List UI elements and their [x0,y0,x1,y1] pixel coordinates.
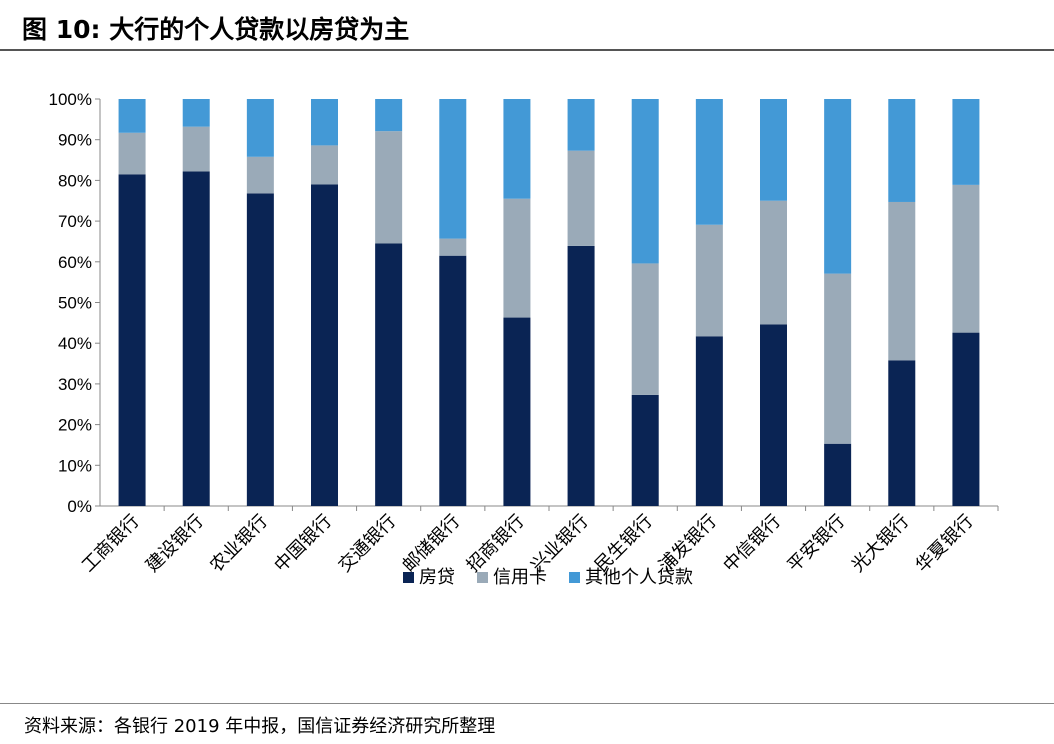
bar-segment [824,273,852,444]
category-label: 中国银行 [270,511,336,577]
bar-segment [311,145,338,185]
y-tick-label: 90% [58,131,92,150]
bar-segment [888,360,916,506]
bar-segment [760,200,787,325]
category-label: 农业银行 [206,511,272,577]
bar-segment [695,336,723,506]
y-tick-label: 40% [58,334,92,353]
y-tick-label: 50% [58,294,92,313]
bar-segment [824,443,852,506]
bar-segment [375,131,403,244]
bar-segment [118,174,146,507]
y-tick-label: 80% [58,171,92,190]
legend-swatch [477,572,488,583]
bar-segment [439,255,467,506]
bar-segment [952,99,980,185]
bar-segment [888,201,916,361]
bar-segment [888,99,916,202]
stacked-bar-chart: 0% 10% 20% 30% 40% 50% 60% 70% 80% 90% 100% 工商银行建设银… [49,90,999,588]
bar-segment [375,99,403,132]
bar-segment [118,132,146,175]
y-tick-label: 20% [58,416,92,435]
y-tick-label: 10% [58,456,92,475]
bar-segment [311,184,338,506]
bar-segment [503,317,531,506]
bar-segment [952,332,980,506]
title-divider [0,49,1054,51]
y-tick-label: 70% [58,212,92,231]
category-label: 工商银行 [78,511,144,577]
bar-segment [503,99,531,199]
bar-segment [631,263,659,395]
y-tick-label: 0% [67,497,92,516]
bar-segment [439,238,467,256]
y-tick-label: 100% [49,90,92,109]
source-note: 资料来源：各银行 2019 年中报，国信证券经济研究所整理 [24,716,496,737]
y-tick-label: 30% [58,375,92,394]
category-label: 建设银行 [142,511,208,577]
bar-segment [631,394,659,506]
legend-label: 其他个人贷款 [585,567,693,588]
bar-segment [503,198,531,318]
legend-swatch [569,572,580,583]
bar-segment [182,99,210,127]
title-bar: 图 10: 大行的个人贷款以房贷为主 [0,0,1054,50]
category-label: 中信银行 [719,511,785,577]
y-tick-label: 60% [58,253,92,272]
bar-segment [246,99,274,157]
footer-divider [0,703,1054,704]
category-label: 华夏银行 [912,511,978,577]
bar-segment [695,224,723,337]
category-label: 交通银行 [334,511,400,577]
bar-segment [246,156,274,194]
legend-label: 信用卡 [493,567,547,588]
bar-segment [311,99,338,146]
bar-segment [567,245,595,506]
category-label: 光大银行 [848,511,914,577]
page-title: 图 10: 大行的个人贷款以房贷为主 [22,15,410,44]
bar-segment [375,243,403,507]
bar-segment [631,99,659,264]
bar-segment [182,171,210,507]
bar-segment [246,193,274,506]
bar-segment [695,99,723,225]
bar-segment [824,99,852,274]
category-label: 平安银行 [783,511,849,577]
bar-segment [439,99,467,239]
bar-segment [567,150,595,246]
legend-swatch [403,572,414,583]
bar-segment [118,99,146,133]
bar-segment [952,184,980,333]
bar-segment [182,126,210,172]
legend-label: 房贷 [419,567,455,588]
bar-segment [760,324,787,506]
bar-segment [567,99,595,151]
bar-segment [760,99,787,201]
